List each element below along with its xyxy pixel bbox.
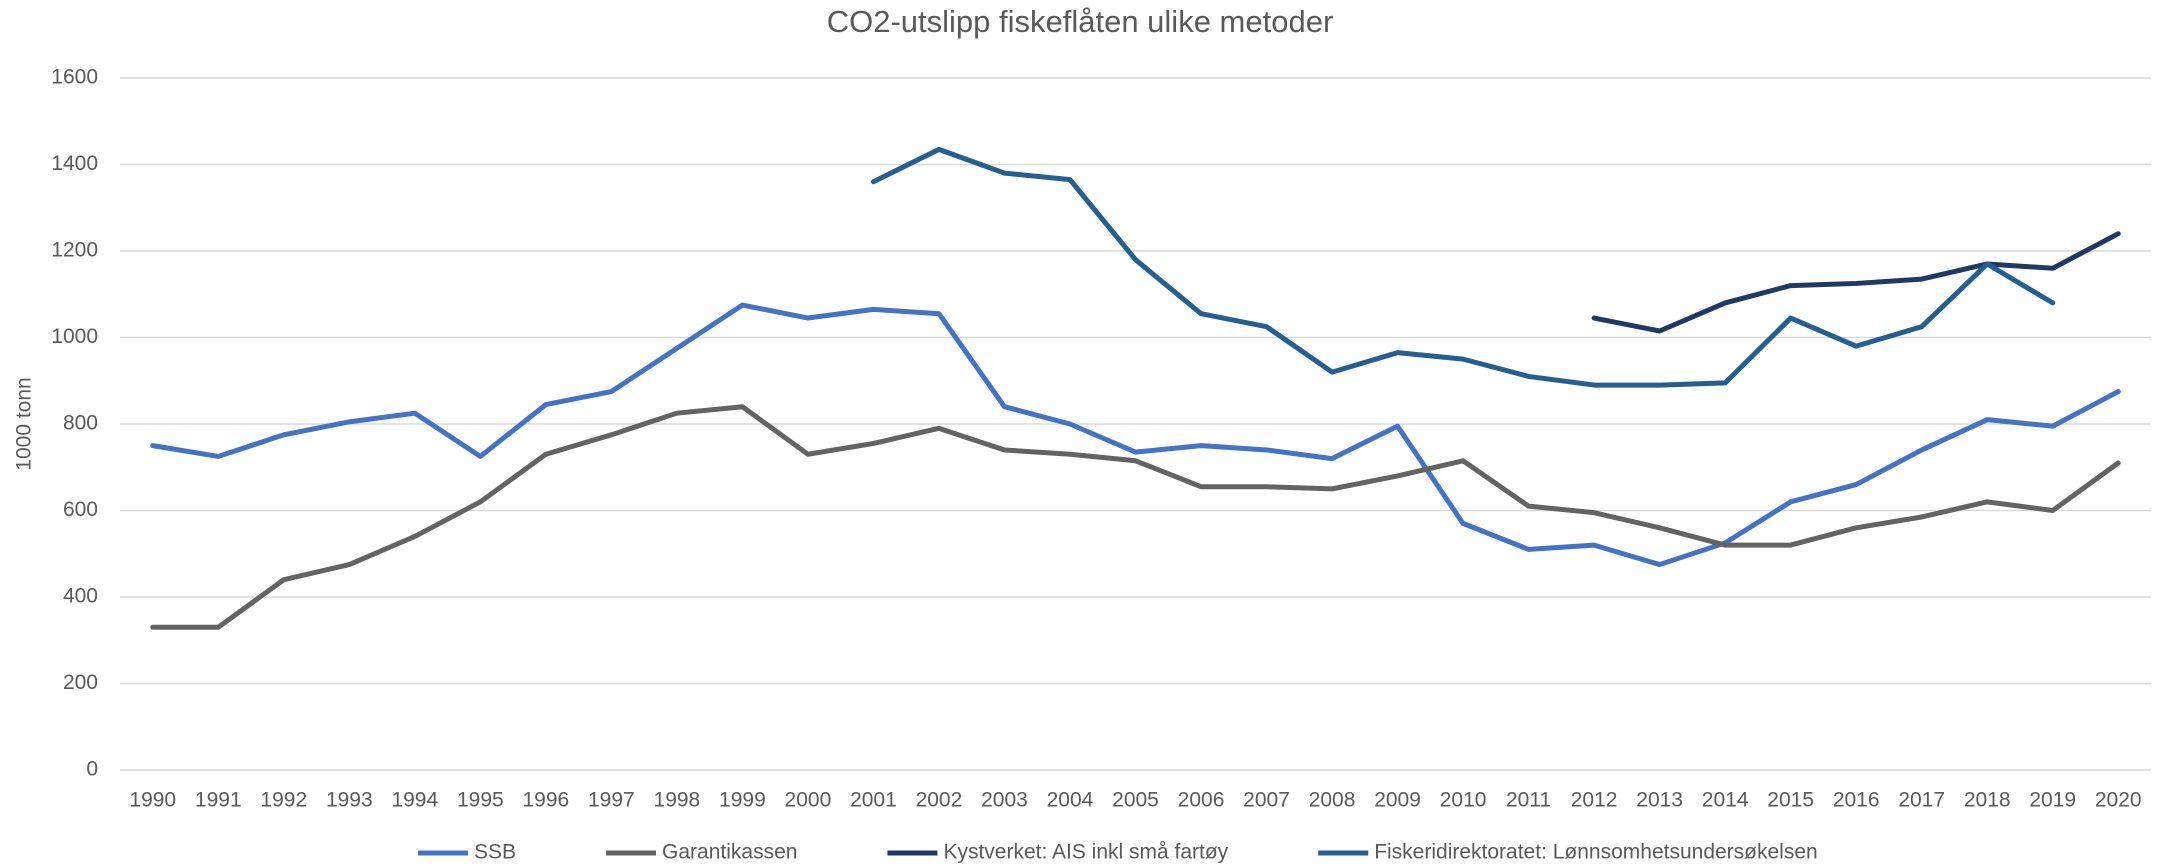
series-line	[150, 404, 2121, 630]
legend-label: Kystverket: AIS inkl små fartøy	[943, 841, 1228, 864]
legend-label: Garantikassen	[662, 841, 797, 864]
x-tick-label: 1994	[391, 789, 438, 812]
x-tick-label: 2010	[1440, 789, 1487, 812]
x-tick-label: 1997	[588, 789, 635, 812]
legend-label: SSB	[474, 841, 516, 864]
x-tick-label: 2008	[1309, 789, 1356, 812]
x-tick-label: 1992	[260, 789, 307, 812]
y-tick-label: 1200	[51, 239, 98, 262]
x-tick-label: 1990	[129, 789, 176, 812]
x-tick-label: 2003	[981, 789, 1028, 812]
x-tick-label: 1998	[654, 789, 701, 812]
x-tick-label: 1996	[522, 789, 569, 812]
y-tick-label: 0	[86, 758, 98, 781]
series-line	[150, 302, 2121, 568]
x-tick-label: 2014	[1702, 789, 1749, 812]
y-axis-label: 1000 tonn	[13, 377, 36, 470]
x-tick-label: 1995	[457, 789, 504, 812]
chart-title: CO2-utslipp fiskeflåten ulike metoder	[827, 4, 1334, 39]
y-tick-label: 200	[63, 671, 98, 694]
x-tick-label: 2012	[1571, 789, 1618, 812]
legend-label: Fiskeridirektoratet: Lønnsomhetsundersøk…	[1374, 841, 1818, 864]
series-line	[1591, 231, 2121, 334]
x-tick-label: 1993	[326, 789, 373, 812]
y-tick-label: 800	[63, 412, 98, 435]
x-tick-label: 2017	[1898, 789, 1945, 812]
y-tick-label: 600	[63, 498, 98, 521]
x-tick-label: 1991	[195, 789, 242, 812]
x-tick-label: 2018	[1964, 789, 2011, 812]
x-tick-label: 2019	[2029, 789, 2076, 812]
x-tick-label: 2016	[1833, 789, 1880, 812]
x-tick-label: 2004	[1047, 789, 1094, 812]
y-tick-label: 1400	[51, 152, 98, 175]
x-tick-label: 2011	[1506, 789, 1551, 812]
x-tick-label: 2001	[850, 789, 897, 812]
y-tick-label: 400	[63, 585, 98, 608]
x-tick-label: 2006	[1178, 789, 1225, 812]
x-tick-label: 1999	[719, 789, 766, 812]
x-tick-label: 2013	[1636, 789, 1683, 812]
x-tick-label: 2005	[1112, 789, 1159, 812]
x-tick-label: 2002	[916, 789, 963, 812]
x-tick-label: 2009	[1374, 789, 1421, 812]
x-tick-label: 2000	[785, 789, 832, 812]
y-tick-label: 1600	[51, 66, 98, 89]
x-tick-label: 2020	[2095, 789, 2142, 812]
series-line	[870, 146, 2056, 388]
x-tick-label: 2015	[1767, 789, 1814, 812]
y-tick-label: 1000	[51, 325, 98, 348]
x-tick-label: 2007	[1243, 789, 1290, 812]
